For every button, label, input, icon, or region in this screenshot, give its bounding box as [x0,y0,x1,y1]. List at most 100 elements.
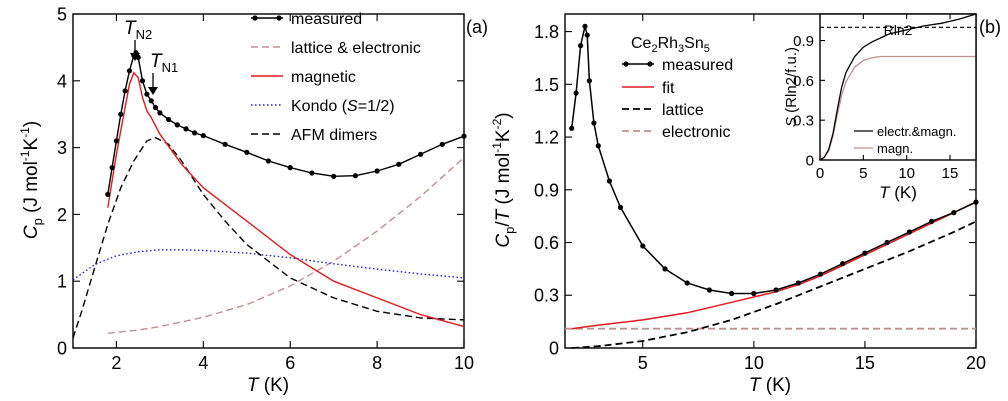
legend-b-title-el1: Ce [631,35,652,52]
panel-a-y-axis-sub: p [30,218,45,225]
panel-a-series-0-point [183,126,189,132]
legend-b-lattice-label: lattice [662,102,704,119]
legend-b-title-el2: Rh [658,35,678,52]
legend-inset-magn: magn. [854,141,913,156]
panel-a-series-0-point [118,111,124,117]
panel-b-y-tick-label: 0 [549,338,559,358]
legend-a-kondo-label: Kondo (S=1/2) [291,98,395,115]
panel-a-y-tick-label: 1 [57,272,67,292]
legend-a-kondo-var: S [347,98,358,115]
panel-b-y-axis-slash: / [493,221,514,227]
panel-a-y-axis-mid: K [21,138,42,151]
panel-a-series-0-point [139,78,146,84]
panel-a-frame [72,13,465,349]
panel-a-legend: measured lattice & electronic magnetic K… [251,11,421,144]
panel-b-series-0-point [751,290,757,297]
panel-b-series-0-point [840,261,846,267]
inset-y-tick-label: 0.3 [793,113,814,130]
panel-b-frame [564,13,977,349]
panel-a-y-tick-label: 4 [57,71,67,91]
legend-inset-electr: electr.&magn. [854,124,957,139]
panel-b-series-0-point [662,266,668,272]
panel-a-series-0-point [174,122,180,128]
panel-a-y-tick-label: 2 [57,205,67,225]
annotation-tn2-arrow [130,40,140,61]
panel-b-series-0-point [951,210,957,216]
panel-b-y-tick-label: 1.2 [534,128,559,148]
panel-a-x-axis-title: T (K) [247,375,289,396]
panel-b-x-tick-label: 10 [744,353,764,373]
panel-a-x-axis-unit: (K) [259,375,290,396]
panel-a-series-1-line [107,157,465,334]
panel-a-series-0-point [352,173,358,179]
panel-b-y-axis-exp2: -2 [490,118,504,129]
annotation-tn2: TN2 [124,18,152,42]
inset-plot [819,13,977,161]
inset-x-tick-label: 10 [898,165,915,182]
inset: 0 5 10 15 0 0.3 0.6 0.9 Rln2 T (K) S (Rln2/f.u.… [783,13,977,202]
legend-inset-magn-label: magn. [877,141,913,156]
panel-a-x-tick-label: 2 [111,353,121,373]
panel-a-series-2-line [107,71,465,328]
panel-b-series-0-point [795,280,801,286]
panel-a-y-axis-title: Cp (J mol-1K-1) [18,121,45,239]
annotation-tn1: TN1 [150,51,178,75]
inset-x-tick-label: 15 [942,165,959,182]
inset-frame [819,13,977,161]
panel-b-y-axis-unit: (J mol [493,153,514,210]
annotation-tn1-sub: N1 [162,60,179,75]
panel-b-plot [565,23,979,349]
panel-b-series-0-point [573,90,579,96]
inset-x-tick-label: 5 [859,165,867,182]
inset-x-axis-var: T [879,183,891,202]
panel-b-y-axis-mid: K [493,129,514,142]
panel-a-ticks: 2 4 6 8 10 0 1 2 3 4 5 [57,4,474,373]
panel-b-y-axis-title: Cp/T (J mol-1K-2) [490,112,517,247]
legend-b-electronic: electronic [622,124,730,141]
panel-b-series-0-point [586,78,593,84]
panel-a-series-0-point [192,130,198,136]
panel-b-y-tick-label: 1.8 [534,22,559,42]
panel-b-series-0-point [862,250,868,256]
legend-a-afm-label: AFM dimers [291,127,377,144]
panel-b-series-0-point [684,280,690,286]
panel-a-x-tick-label: 10 [454,353,474,373]
inset-y-tick-label: 0.9 [793,33,814,50]
inset-y-axis-title: S (Rln2/f.u.) [783,47,800,127]
panel-a-series-0-point [109,165,115,171]
panel-b-series-1-line [571,201,977,330]
annotation-tn2-sub: N2 [136,27,153,42]
panel-b-series-0-point [591,120,597,126]
panel-b-y-axis-exp1: -1 [490,142,504,153]
panel-b-series-2-line [571,220,977,349]
panel-b-series-0-point [569,125,575,131]
panel-a-y-tick-label: 0 [57,338,67,358]
panel-a-series-0-point [309,170,315,176]
legend-a-kondo-post: =1/2) [358,98,395,115]
panel-b-x-tick-label: 5 [638,353,648,373]
panel-a-x-tick-label: 8 [372,353,382,373]
panel-b-y-tick-label: 0.3 [534,286,559,306]
panel-b-series-0-point [584,32,590,38]
legend-a-magnetic-label: magnetic [291,69,356,86]
panel-b-legend: Ce2Rh3Sn5 measured fit lattice electroni… [622,35,733,141]
panel-b-x-axis-unit: (K) [761,375,792,396]
legend-b-title: Ce2Rh3Sn5 [631,35,710,55]
panel-b-y-axis-end: ) [493,112,514,118]
panel-a-series-0-point [126,68,133,74]
panel-b-series-0-point [582,23,588,29]
panel-a-x-tick-label: 4 [198,353,208,373]
inset-legend: electr.&magn. magn. [854,124,957,156]
inset-ticks: 0 5 10 15 0 0.3 0.6 0.9 [793,14,958,182]
panel-b-series-0-point [640,243,646,249]
panel-b-series-0-point [706,287,713,293]
legend-a-afm: AFM dimers [251,127,377,144]
legend-b-fit: fit [622,80,675,97]
panel-a-x-axis-var: T [247,375,260,396]
panel-b-x-axis-var: T [749,375,762,396]
panel-a-series-0-point [396,161,402,167]
legend-a-magnetic: magnetic [251,69,356,86]
panel-b-y-tick-label: 0.9 [534,180,559,200]
